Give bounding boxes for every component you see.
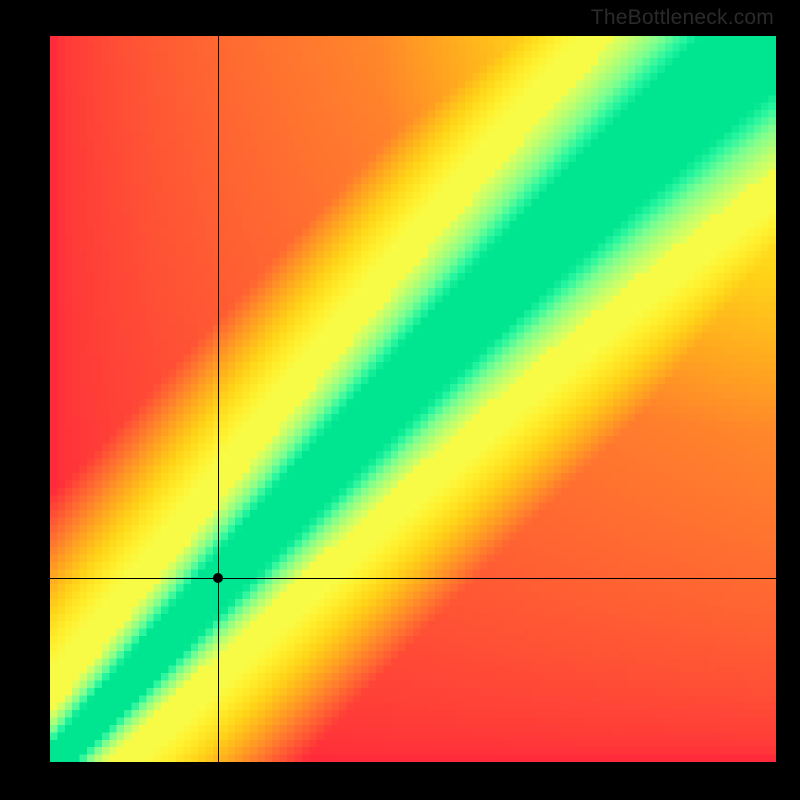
root-container: TheBottleneck.com bbox=[0, 0, 800, 800]
crosshair-vertical bbox=[218, 36, 219, 762]
watermark-text: TheBottleneck.com bbox=[591, 6, 774, 30]
crosshair-horizontal bbox=[50, 578, 776, 579]
heatmap-plot bbox=[50, 36, 776, 762]
crosshair-marker bbox=[213, 573, 223, 583]
heatmap-canvas bbox=[50, 36, 776, 762]
